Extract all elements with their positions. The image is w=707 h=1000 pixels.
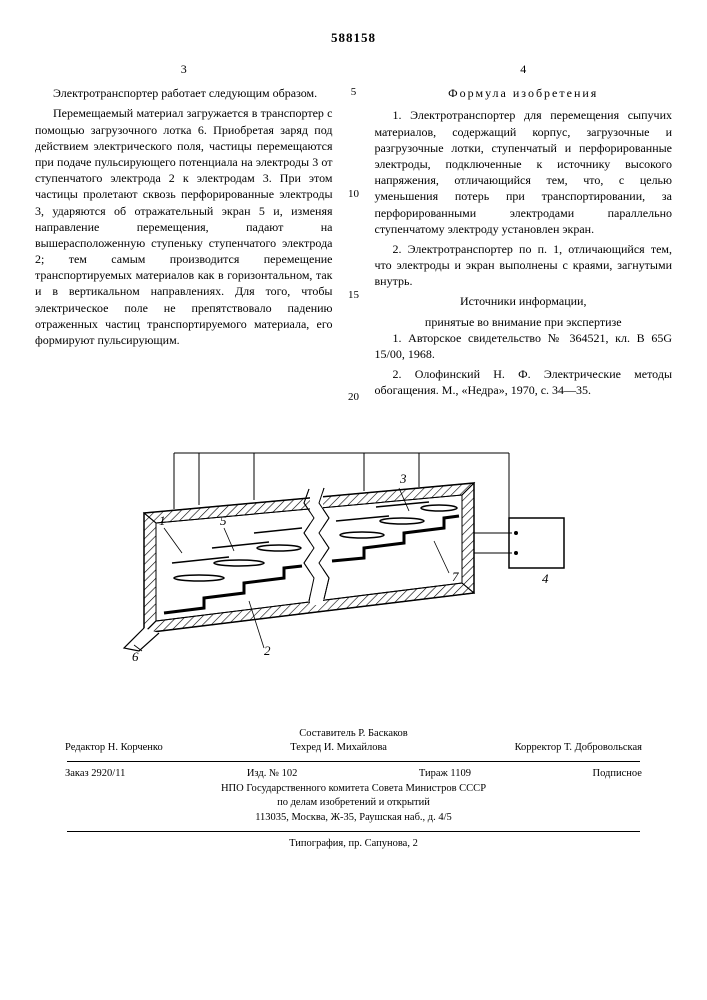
line-num: 15 — [348, 289, 360, 301]
footer-tirazh: Тираж 1109 — [419, 767, 471, 782]
diagram-label-4: 4 — [542, 571, 549, 586]
footer-sign: Подписное — [593, 767, 642, 782]
diagram-svg: 1 2 3 4 5 6 7 — [114, 433, 594, 663]
footer: Составитель Р. Баскаков Редактор Н. Корч… — [35, 727, 672, 852]
line-num: 10 — [348, 188, 360, 200]
footer-pub-row: Заказ 2920/11 Изд. № 102 Тираж 1109 Подп… — [35, 767, 672, 782]
diagram: 1 2 3 4 5 6 7 — [35, 433, 672, 667]
col-num-left: 3 — [35, 61, 333, 77]
formula-title: Формула изобретения — [375, 85, 673, 101]
page: 588158 3 Электротранспортер работает сле… — [0, 0, 707, 881]
diagram-label-2: 2 — [264, 643, 271, 658]
text-columns: 3 Электротранспортер работает следующим … — [35, 61, 672, 403]
diagram-label-3: 3 — [399, 471, 407, 486]
footer-org2: по делам изобретений и открытий — [35, 796, 672, 811]
claim-2: 2. Электротранспортер по п. 1, отличающи… — [375, 241, 673, 290]
sources-subtitle: принятые во внимание при экспертизе — [375, 314, 673, 330]
footer-rule-2 — [67, 831, 640, 832]
left-body: Перемещаемый материал загружается в тран… — [35, 105, 333, 348]
line-number-gutter: 5 10 15 20 — [348, 61, 360, 403]
footer-credits-row: Редактор Н. Корченко Техред И. Михайлова… — [35, 741, 672, 756]
document-number: 588158 — [35, 30, 672, 46]
sources-title: Источники информации, — [375, 293, 673, 309]
diagram-label-6: 6 — [132, 649, 139, 663]
footer-rule — [67, 761, 640, 762]
footer-typ: Типография, пр. Сапунова, 2 — [35, 837, 672, 852]
claim-1: 1. Электротранспортер для перемещения сы… — [375, 107, 673, 237]
footer-org1: НПО Государственного комитета Совета Мин… — [35, 782, 672, 797]
diagram-label-7: 7 — [452, 569, 459, 584]
footer-addr: 113035, Москва, Ж-35, Раушская наб., д. … — [35, 811, 672, 826]
footer-izd: Изд. № 102 — [247, 767, 298, 782]
col-num-right: 4 — [375, 61, 673, 77]
footer-compiler: Составитель Р. Баскаков — [35, 727, 672, 742]
left-column: 3 Электротранспортер работает следующим … — [35, 61, 333, 403]
diagram-label-1: 1 — [159, 513, 166, 528]
line-num: 5 — [348, 86, 360, 98]
footer-order: Заказ 2920/11 — [65, 767, 125, 782]
footer-editor: Редактор Н. Корченко — [65, 741, 163, 756]
footer-corrector: Корректор Т. Добровольская — [515, 741, 642, 756]
left-intro: Электротранспортер работает следующим об… — [35, 85, 333, 101]
diagram-label-5: 5 — [220, 513, 227, 528]
source-1: 1. Авторское свидетельство № 364521, кл.… — [375, 330, 673, 362]
footer-tech: Техред И. Михайлова — [290, 741, 387, 756]
source-2: 2. Олофинский Н. Ф. Электрические методы… — [375, 366, 673, 398]
right-column: 4 Формула изобретения 1. Электротранспор… — [375, 61, 673, 403]
line-num: 20 — [348, 391, 360, 403]
